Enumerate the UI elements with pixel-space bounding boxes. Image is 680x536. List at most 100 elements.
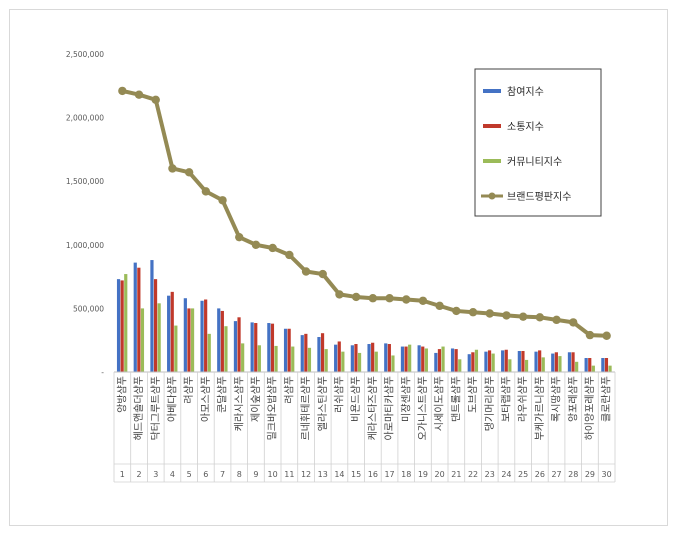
bar-소통지수: [521, 351, 525, 372]
bar-커뮤니티지수: [458, 359, 462, 372]
bar-커뮤니티지수: [341, 351, 345, 372]
bar-참여지수: [334, 344, 338, 372]
y-tick-label: -: [101, 368, 104, 377]
point-브랜드평판지수: [151, 95, 160, 104]
category-label: 시세이도샴푸: [434, 376, 446, 431]
point-브랜드평판지수: [418, 296, 428, 305]
category-label: 댕기머리샴푸: [484, 376, 496, 431]
bar-참여지수: [567, 352, 572, 372]
rank-label: 13: [318, 470, 328, 479]
rank-label: 2: [137, 470, 142, 479]
bar-series: [116, 260, 612, 372]
bar-소통지수: [204, 299, 208, 372]
category-label: 아베다샴푸: [166, 376, 178, 422]
bar-소통지수: [437, 349, 442, 372]
bar-소통지수: [254, 323, 258, 372]
point-브랜드평판지수: [585, 330, 595, 340]
category-label: 하이앙포레샴푸: [583, 376, 596, 440]
bar-참여지수: [450, 348, 455, 372]
rank-label: 11: [284, 470, 294, 479]
bar-소통지수: [404, 346, 408, 372]
point-브랜드평판지수: [318, 269, 327, 279]
rank-label: 17: [384, 470, 394, 479]
legend-swatch-커뮤니티지수: [483, 159, 501, 163]
bar-커뮤니티지수: [157, 303, 161, 372]
bar-커뮤니티지수: [491, 353, 495, 372]
rank-label: 1: [120, 470, 125, 479]
bar-소통지수: [354, 344, 358, 372]
point-브랜드평판지수: [268, 243, 277, 253]
bar-참여지수: [501, 350, 505, 372]
rank-label: 7: [220, 470, 225, 479]
bar-소통지수: [554, 352, 558, 372]
category-label: 닥터그루트샴푸: [150, 376, 162, 440]
bar-참여지수: [283, 328, 288, 372]
rank-label: 12: [301, 470, 311, 479]
bar-소통지수: [237, 317, 241, 372]
category-label: 앙포레샴푸: [567, 376, 579, 422]
rank-label: 21: [451, 470, 461, 479]
legend-label: 커뮤니티지수: [507, 156, 562, 168]
x-axis: 앙방샴푸 1 헤드앤숄더샴푸 2 닥터그루트샴푸 3 아베다샴푸 4 려샴푸 5 아모스샴푸 6 쿤달샴…: [113, 371, 616, 483]
rank-label: 16: [368, 470, 378, 479]
point-브랜드평판지수: [118, 86, 127, 96]
bar-참여지수: [367, 344, 371, 372]
bar-커뮤니티지수: [174, 325, 178, 372]
bar-커뮤니티지수: [424, 348, 428, 372]
rank-label: 4: [170, 470, 175, 479]
bar-커뮤니티지수: [474, 349, 479, 372]
category-label: 헤드앤숄더샴푸: [133, 376, 145, 440]
bar-참여지수: [517, 351, 521, 372]
bar-참여지수: [601, 358, 605, 372]
bar-소통지수: [387, 344, 391, 372]
bar-참여지수: [183, 298, 187, 372]
bar-커뮤니티지수: [224, 326, 228, 372]
bar-소통지수: [371, 342, 375, 372]
legend-swatch-참여지수: [483, 89, 501, 93]
bar-참여지수: [116, 279, 121, 372]
category-label: 케라시스샴푸: [233, 376, 245, 431]
rank-label: 30: [602, 470, 612, 479]
category-label: 오가니스트샴푸: [417, 376, 429, 440]
bar-커뮤니티지수: [408, 344, 412, 372]
bar-소통지수: [471, 352, 475, 372]
bar-소통지수: [421, 346, 425, 372]
rank-label: 14: [334, 470, 344, 479]
point-브랜드평판지수: [184, 168, 194, 177]
category-label: 라우쉬샴푸: [517, 376, 529, 422]
point-브랜드평판지수: [552, 315, 561, 325]
rank-label: 19: [418, 470, 428, 479]
category-label: 도브샴푸: [467, 376, 479, 413]
bar-소통지수: [137, 267, 141, 372]
legend-label: 참여지수: [507, 86, 544, 98]
category-label: 쿤달샴푸: [217, 376, 229, 413]
bar-참여지수: [250, 322, 254, 372]
point-브랜드평판지수: [452, 306, 461, 316]
bar-소통지수: [454, 349, 458, 372]
y-tick-label: 2,000,000: [66, 114, 104, 123]
rank-label: 10: [268, 470, 278, 479]
rank-label: 15: [351, 470, 361, 479]
bar-소통지수: [287, 328, 291, 372]
legend-label: 브랜드평판지수: [507, 191, 571, 203]
chart-frame: - 500,000 1,000,000 1,500,000 2,000,000 2,500…: [9, 9, 668, 526]
bar-커뮤니티지수: [124, 274, 128, 372]
bar-커뮤니티지수: [374, 351, 378, 372]
rank-label: 8: [237, 470, 242, 479]
rank-label: 9: [253, 470, 258, 479]
bar-참여지수: [133, 262, 137, 372]
legend-swatch-marker: [488, 192, 496, 200]
category-label: 제이숲샴푸: [250, 376, 262, 422]
rank-label: 23: [485, 470, 495, 479]
bar-소통지수: [170, 291, 174, 372]
point-브랜드평판지수: [285, 250, 294, 260]
category-label: 케라스타즈샴푸: [367, 376, 379, 440]
rank-label: 24: [501, 470, 511, 479]
bar-소통지수: [187, 308, 191, 372]
point-브랜드평판지수: [385, 294, 394, 303]
rank-label: 25: [518, 470, 528, 479]
point-브랜드평판지수: [502, 311, 511, 320]
bar-소통지수: [504, 349, 508, 372]
category-label: 엘라스틴샴푸: [316, 376, 329, 431]
